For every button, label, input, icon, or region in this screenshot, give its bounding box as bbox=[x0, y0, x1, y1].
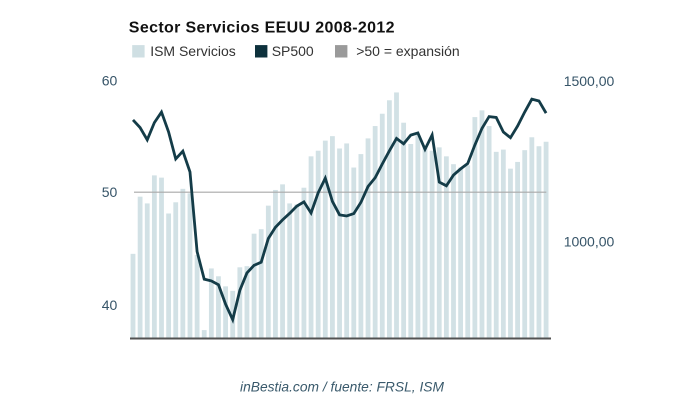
svg-text:1500,00: 1500,00 bbox=[564, 73, 615, 89]
svg-text:SP500: SP500 bbox=[272, 43, 314, 59]
svg-text:50: 50 bbox=[102, 184, 118, 200]
svg-text:inBestia.com / fuente: FRSL, I: inBestia.com / fuente: FRSL, ISM bbox=[240, 380, 444, 395]
svg-text:>50 = expansión: >50 = expansión bbox=[356, 43, 460, 59]
svg-text:40: 40 bbox=[102, 297, 118, 313]
svg-text:1000,00: 1000,00 bbox=[564, 234, 615, 250]
svg-text:Sector Servicios EEUU 2008-201: Sector Servicios EEUU 2008-2012 bbox=[129, 20, 395, 37]
svg-text:ISM Servicios: ISM Servicios bbox=[150, 43, 236, 59]
svg-text:60: 60 bbox=[102, 73, 118, 89]
